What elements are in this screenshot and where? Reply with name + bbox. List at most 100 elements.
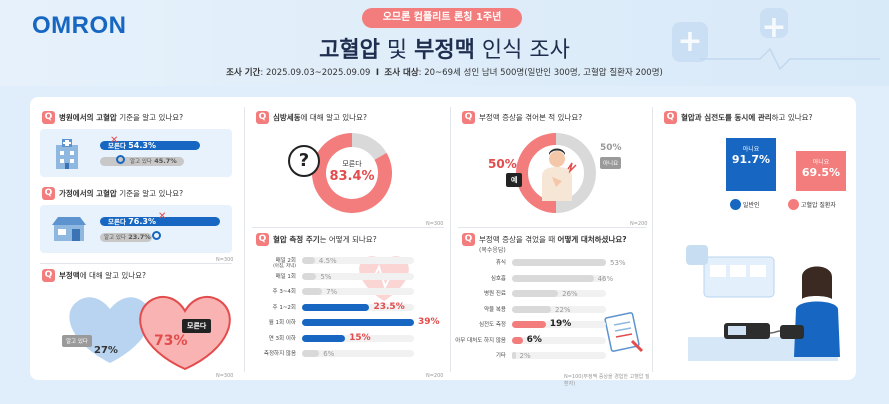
q7-bars-label: 병원 진료 [484, 291, 506, 297]
q3-dont-value: 73% [154, 333, 188, 349]
q1-question: Q 병원에서의 고혈압 기준을 알고 있나요? [42, 111, 183, 124]
q4-slice-1 [312, 133, 392, 213]
q5-bars-bar [302, 350, 320, 357]
q5-bars-value: 4.5% [318, 257, 337, 265]
q7-bars-label: 심전도 측정 [478, 322, 506, 328]
q5-bar-chart: 매일 2회 (아침, 저녁) 4.5% 매일 1회 5% 주 3~4회 7% 주 1~2회 23… [248, 257, 448, 367]
q7-bars-value: 2% [519, 352, 531, 360]
q6-yes-value: 50% [488, 157, 517, 171]
q5-bars-value: 15% [349, 332, 371, 343]
x-mark-icon: ✕ [158, 211, 167, 222]
q7-bars-track [512, 290, 606, 297]
period-value: : 2025.09.03~2025.09.09 [260, 68, 371, 78]
q-badge-icon: Q [256, 111, 269, 124]
question-bubble-icon: ? [288, 145, 320, 177]
person-chest-pain-icon [542, 148, 577, 201]
q5-bars-value: 7% [326, 288, 338, 296]
q5-bars-bar [302, 288, 323, 295]
q8-bar-text: 아니요 69.5% [801, 158, 841, 179]
q5-text-bold: 혈압 측정 주기 [273, 235, 320, 244]
q2-bar-know [100, 233, 152, 242]
q2-bar-dont-know-text: 모른다 76.3% [108, 217, 156, 227]
q6-yes-badge: 예 [506, 173, 523, 187]
q2-note: N=300 [216, 257, 234, 263]
divider [244, 107, 245, 372]
q1-bar-know-text: 알고 있다 45.7% [130, 157, 177, 167]
q7-bars-value: 22% [555, 305, 571, 314]
q5-note: N=200 [426, 373, 444, 379]
q7-bars-label: 기타 [495, 353, 506, 359]
q5-bars-track [302, 350, 414, 357]
q5-bars-track [302, 257, 414, 264]
q2-bar2-value: 23.7% [128, 233, 151, 241]
q2-question: Q 가정에서의 고혈압 기준을 알고 있나요? [42, 187, 183, 200]
survey-info: 조사 기간: 2025.09.03~2025.09.09 I 조사 대상: 20… [0, 66, 889, 78]
legend-patient: 고혈압 질환자 [788, 199, 836, 210]
q-badge-icon: Q [462, 111, 475, 124]
q5-bars-bar [302, 334, 346, 342]
q8-bar [726, 137, 776, 191]
q4-question: Q 심방세동에 대해 알고 있나요? [256, 111, 367, 124]
q6-no-value: 50% [600, 143, 622, 153]
target-value: : 20~69세 성인 남녀 500명(일반인 300명, 고혈압 질환자 20… [418, 68, 663, 78]
q5-bars-bar [302, 319, 414, 326]
q2-bar-dont-know [100, 217, 220, 226]
q4-center-label: 모른다 [342, 160, 362, 168]
title-part-and: 및 [379, 38, 415, 63]
q5-bars-bar [302, 303, 370, 311]
blood-pressure-illustration [686, 245, 840, 361]
title-part-hypertension: 고혈압 [319, 38, 380, 63]
q7-bars-track [512, 336, 606, 344]
q6-no-badge: 아니요 [600, 157, 622, 169]
q3-text-bold: 부정맥 [59, 271, 80, 280]
q5-bars-label: 주 1~2회 [272, 304, 296, 311]
q5-bars-value: 39% [418, 317, 440, 327]
q6-note: N=200 [630, 221, 648, 227]
brand-logo: OMRON [32, 12, 127, 39]
q5-bars-track [302, 334, 414, 342]
target-label: 조사 대상 [384, 68, 419, 78]
q5-bars-label: 월 1회 이하 [268, 320, 296, 326]
q7-bars-bar [512, 321, 546, 328]
q2-text: 기준을 알고 있나요? [116, 189, 184, 198]
q6-donut-chart [516, 133, 596, 213]
o-mark-icon [152, 231, 161, 240]
q7-question: Q 부정맥 증상을 겪었을 때 어떻게 대처하셨나요? [462, 233, 627, 246]
general-person-icon [730, 199, 741, 210]
q-badge-icon: Q [256, 233, 269, 246]
q3-dont-badge: 모른다 [182, 319, 212, 333]
q8-bar-chart: 아니요 91.7% 아니요 69.5% [656, 133, 856, 193]
q7-text-bold: 어떻게 대처하셨나요? [557, 235, 627, 244]
q-badge-icon: Q [664, 111, 677, 124]
q5-bars-label: 매일 1회 [275, 273, 296, 280]
q7-bars-track [512, 352, 606, 359]
q-badge-icon: Q [42, 269, 55, 282]
column-2: Q 심방세동에 대해 알고 있나요? 모른다 83.4% ? N=300 Q 혈압 … [248, 97, 448, 380]
q1-bar-dont-know [100, 141, 200, 150]
q5-bars-label: 매일 2회 (아침, 저녁) [273, 258, 296, 269]
q5-bars-label: 측정하지 않음 [263, 351, 296, 357]
legend-general: 일반인 [730, 199, 759, 210]
q2-bar1-value: 76.3% [128, 217, 156, 226]
q7-bars-label: 휴식 [495, 260, 506, 266]
q5-bars-bar [302, 257, 315, 264]
q3-dont-label: 모른다 [187, 322, 207, 330]
q8-bar [796, 150, 846, 191]
divider [252, 227, 444, 228]
q7-bars-bar [512, 290, 559, 297]
q2-bar1-label: 모른다 [108, 218, 126, 226]
column-3: Q 부정맥 증상을 겪어본 적 있나요? 50% 예 50% 아니요 N=200 … [454, 97, 650, 387]
q6-no-label: 아니요 [603, 161, 619, 167]
q7-bars-value: 46% [597, 274, 614, 283]
q-badge-icon: Q [42, 111, 55, 124]
qmark-text: ? [298, 150, 310, 171]
q1-bar-dont-know-text: 모른다 54.3% [108, 141, 156, 151]
column-1: Q 병원에서의 고혈압 기준을 알고 있나요? 모른다 54.3% ✕ 알고 있다… [30, 97, 240, 380]
q4-note: N=300 [426, 221, 444, 227]
q1-text-bold: 병원에서의 고혈압 [59, 113, 117, 122]
house-store-icon [52, 217, 86, 241]
q6-slice-0 [555, 133, 596, 213]
q3-note: N=300 [216, 373, 234, 379]
q4-donut-center: 모른다 83.4% [310, 159, 394, 184]
q7-bars-label: 약물 복용 [484, 306, 506, 313]
